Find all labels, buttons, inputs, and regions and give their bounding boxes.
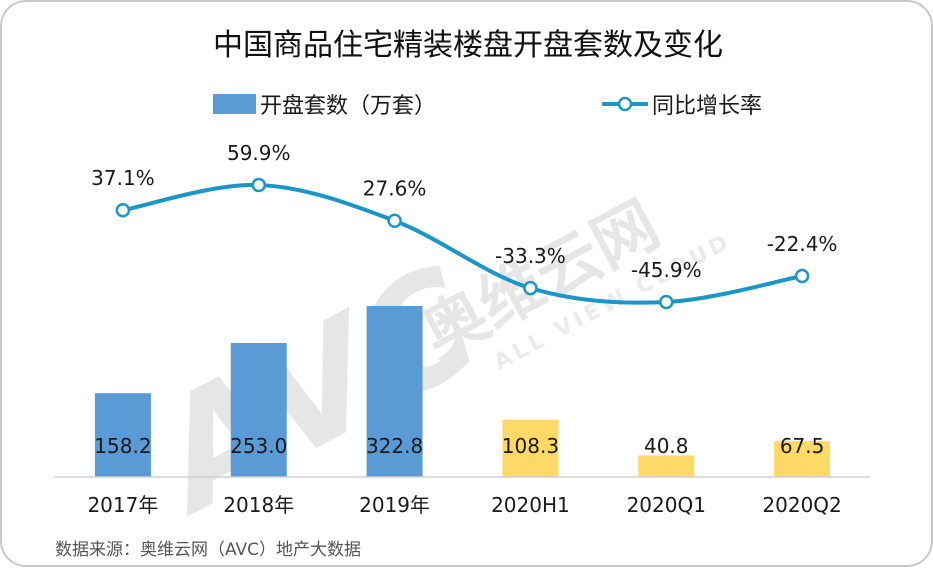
bar-0 xyxy=(94,393,151,477)
legend-bar-swatch xyxy=(213,94,256,114)
x-tick-label-0: 2017年 xyxy=(87,493,158,517)
growth-value-label-2: 27.6% xyxy=(363,177,427,201)
bar-value-label-0: 158.2 xyxy=(94,434,151,458)
growth-value-label-4: -45.9% xyxy=(631,258,702,282)
bar-1 xyxy=(230,342,287,477)
bar-3 xyxy=(502,419,559,477)
x-tick-label-2: 2019年 xyxy=(359,493,430,517)
x-tick-label-3: 2020H1 xyxy=(491,493,570,517)
growth-line-series: 37.1% 59.9% 27.6% -33.3% -45.9% -22.4% xyxy=(91,141,838,310)
legend-line-marker xyxy=(617,96,633,112)
growth-line xyxy=(122,182,803,305)
legend-line-label: 同比增长率 xyxy=(652,94,762,119)
growth-point-3 xyxy=(523,280,538,296)
x-axis-labels: 2017年 2018年 2019年 2020H1 2020Q1 2020Q2 xyxy=(87,493,841,517)
legend: 开盘套数（万套） 同比增长率 xyxy=(213,94,762,119)
growth-point-2 xyxy=(387,213,402,228)
bar-value-label-5: 67.5 xyxy=(780,434,825,458)
bar-5 xyxy=(774,441,831,477)
x-tick-label-4: 2020Q1 xyxy=(627,493,706,517)
bar-value-label-1: 253.0 xyxy=(230,434,287,458)
bar-value-label-4: 40.8 xyxy=(644,434,689,458)
growth-value-label-3: -33.3% xyxy=(495,244,566,268)
bar-2 xyxy=(366,306,423,477)
chart-title: 中国商品住宅精装楼盘开盘套数及变化 xyxy=(213,28,723,63)
bar-series: 158.2 253.0 322.8 108.3 40.8 67.5 xyxy=(94,306,831,477)
growth-value-label-5: -22.4% xyxy=(767,232,838,256)
growth-point-4 xyxy=(659,294,674,310)
growth-point-5 xyxy=(794,268,810,284)
source-note: 数据来源：奥维云网（AVC）地产大数据 xyxy=(55,540,361,560)
growth-point-1 xyxy=(251,177,266,193)
legend-bar-label: 开盘套数（万套） xyxy=(260,94,436,119)
watermark-logo-text: AVC xyxy=(122,234,506,548)
bar-value-label-3: 108.3 xyxy=(502,434,559,458)
x-tick-label-1: 2018年 xyxy=(223,493,294,517)
x-tick-label-5: 2020Q2 xyxy=(762,493,841,517)
growth-point-0 xyxy=(115,202,131,218)
growth-value-label-1: 59.9% xyxy=(227,141,291,165)
bar-4 xyxy=(638,455,695,477)
bar-value-label-2: 322.8 xyxy=(366,434,423,458)
growth-value-label-0: 37.1% xyxy=(91,166,155,190)
